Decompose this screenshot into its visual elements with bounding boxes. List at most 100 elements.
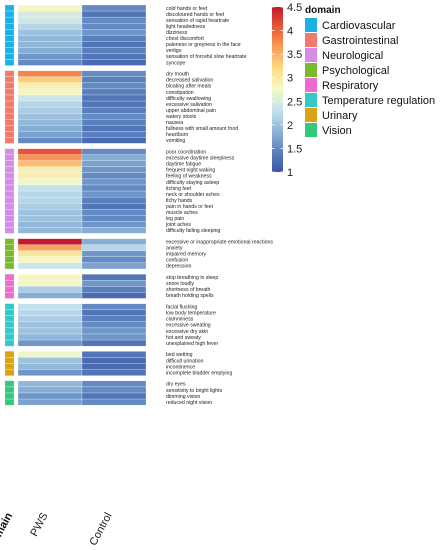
heatmap-cell-control — [81, 274, 147, 281]
row-label: joint aches — [165, 222, 191, 228]
color-scale-tick-label: 2 — [287, 120, 293, 132]
heatmap-cell-control — [81, 166, 147, 174]
heatmap-cell-pws — [17, 125, 83, 132]
color-scale-tick-label: 1 — [287, 167, 293, 179]
color-scale-tick-label: 4 — [287, 26, 293, 38]
domain-annotation-cell — [4, 221, 15, 228]
domain-legend-key-urinary — [305, 108, 317, 122]
heatmap-cell-control — [81, 148, 147, 155]
column-label-control: Control — [87, 511, 114, 548]
heatmap-cell-control — [81, 4, 147, 12]
heatmap-cell-pws — [17, 106, 83, 114]
heatmap-cell-control — [81, 250, 147, 257]
row-label: neck or shoulder aches — [166, 192, 220, 198]
row-label: dry eyes — [166, 382, 186, 388]
row-label: bed wetting — [166, 352, 193, 358]
heatmap-cell-control — [81, 286, 147, 293]
domain-block-outline — [4, 148, 15, 234]
domain-annotation-cell — [4, 172, 15, 180]
heatmap-cell-control — [81, 333, 147, 341]
row-label: bloating after meals — [166, 84, 212, 90]
heatmap-cell-pws — [17, 309, 83, 316]
domain-annotation-cell — [4, 137, 15, 144]
row-label: difficulty swallowing — [166, 96, 211, 102]
domain-annotation-cell — [4, 113, 15, 120]
heatmap-cell-control — [81, 227, 147, 234]
row-label: dry mouth — [166, 72, 189, 78]
heatmap-cell-pws — [17, 100, 83, 108]
heatmap-cell-control — [81, 309, 147, 316]
domain-annotation-cell — [4, 178, 15, 186]
domain-annotation-cell — [4, 339, 15, 347]
domain-block-outline — [4, 238, 15, 270]
heatmap-cell-control — [81, 315, 147, 323]
heatmap-cell-pws — [17, 315, 83, 323]
heatmap-cell-control — [81, 256, 147, 264]
heatmap-cell-pws — [17, 148, 83, 155]
row-label: anxiety — [166, 246, 183, 252]
heatmap-cell-pws — [17, 221, 83, 228]
row-label: depression — [166, 264, 191, 270]
heatmap-cells — [17, 4, 147, 406]
row-label: itching feet — [166, 186, 192, 192]
heatmap-cell-pws — [17, 380, 83, 388]
color-scale-tick-label: 3.5 — [287, 49, 302, 61]
heatmap-cell-control — [81, 339, 147, 347]
row-label: daytime fatigue — [166, 162, 201, 168]
heatmap-cell-control — [81, 280, 147, 287]
heatmap-cell-control — [81, 292, 147, 299]
heatmap-cell-pws — [17, 82, 83, 90]
heatmap-cell-control — [81, 327, 147, 335]
row-label: excessive or inappropriate emotional rea… — [166, 240, 273, 246]
heatmap-cell-control — [81, 23, 147, 30]
heatmap-cell-pws — [17, 53, 83, 60]
heatmap-cell-pws — [17, 333, 83, 341]
domain-annotation-cell — [4, 321, 15, 329]
domain-annotation-cell — [4, 106, 15, 114]
heatmap-cell-control — [81, 190, 147, 198]
heatmap-cell-control — [81, 137, 147, 144]
heatmap-cell-control — [81, 321, 147, 329]
domain-annotation-cell — [4, 209, 15, 216]
row-label: clamminess — [166, 317, 194, 323]
domain-annotation-cell — [4, 166, 15, 174]
heatmap-cell-pws — [17, 327, 83, 335]
heatmap-cell-pws — [17, 262, 83, 270]
domain-annotation-cell — [4, 292, 15, 299]
domain-annotation-cell — [4, 215, 15, 222]
row-label: reduced night vision — [166, 400, 212, 406]
domain-annotation-cell — [4, 160, 15, 168]
heatmap-cell-control — [81, 196, 147, 204]
heatmap-cell-control — [81, 209, 147, 216]
domain-annotation-cell — [4, 154, 15, 161]
row-label: unexplained high fever — [166, 341, 218, 347]
heatmap-cell-pws — [17, 23, 83, 30]
heatmap-cell-control — [81, 386, 147, 394]
heatmap-cell-control — [81, 215, 147, 222]
heatmap-cell-control — [81, 29, 147, 36]
heatmap-cell-control — [81, 392, 147, 400]
domain-annotation-cell — [4, 315, 15, 323]
domain-annotation-cell — [4, 262, 15, 270]
heatmap-cell-pws — [17, 238, 83, 245]
heatmap-cell-pws — [17, 351, 83, 358]
domain-annotation-cell — [4, 286, 15, 293]
domain-legend-key-cardiovascular — [305, 18, 317, 32]
row-label: dizziness — [166, 30, 188, 36]
heatmap-cell-control — [81, 221, 147, 228]
domain-annotation-cell — [4, 16, 15, 24]
domain-annotation-cell — [4, 59, 15, 66]
row-label: leg pain — [166, 216, 184, 222]
domain-annotation-cell — [4, 196, 15, 204]
domain-annotation-cell — [4, 238, 15, 245]
heatmap-cell-pws — [17, 10, 83, 18]
domain-legend-label-respiratory: Respiratory — [322, 80, 379, 92]
domain-annotation-cell — [4, 184, 15, 192]
domain-block-outline — [4, 380, 15, 406]
row-label: facial flushing — [166, 305, 198, 311]
row-label: decreased salivation — [166, 78, 213, 84]
row-label: shortness of breath — [166, 287, 211, 293]
domain-legend-key-gastrointestinal — [305, 33, 317, 47]
domain-legend-label-neurological: Neurological — [322, 50, 383, 62]
